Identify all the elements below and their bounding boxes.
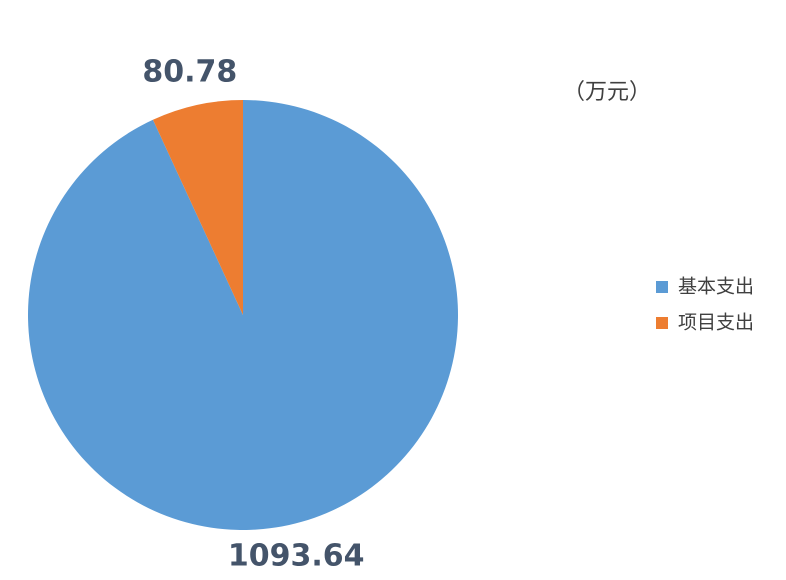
legend-label: 基本支出	[678, 276, 754, 298]
legend-label: 项目支出	[678, 312, 754, 334]
legend-swatch	[656, 281, 668, 293]
legend-swatch	[656, 317, 668, 329]
data-label: 1093.64	[228, 539, 365, 574]
data-label: 80.78	[142, 54, 237, 89]
unit-label: （万元）	[563, 80, 651, 105]
pie-slice	[152, 100, 243, 315]
